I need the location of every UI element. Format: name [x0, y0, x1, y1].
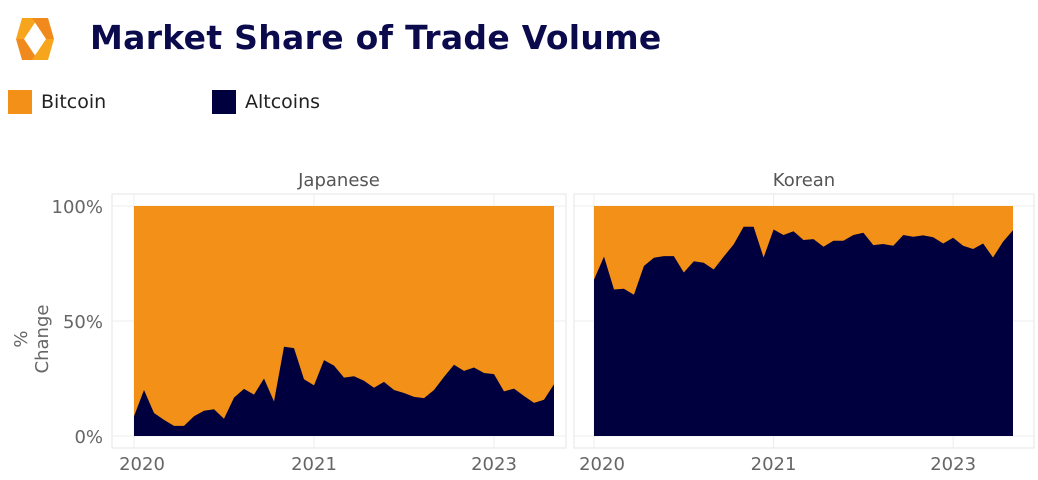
- altcoins-area-korean: [594, 226, 1013, 436]
- page-title: Market Share of Trade Volume: [90, 18, 662, 57]
- legend-swatch-bitcoin: [8, 90, 32, 114]
- x-tick-label: 2021: [751, 454, 797, 475]
- x-tick-label: 2023: [930, 454, 976, 475]
- x-tick-label: 2023: [471, 454, 517, 475]
- legend-swatch-altcoins: [212, 90, 236, 114]
- legend-label: Bitcoin: [41, 91, 107, 113]
- y-tick-label: 50%: [63, 312, 103, 333]
- altcoins-area-japanese: [134, 346, 554, 436]
- panel-title: Japanese: [297, 170, 380, 191]
- x-tick-label: 2020: [579, 454, 625, 475]
- legend-label: Altcoins: [245, 91, 321, 113]
- x-tick-label: 2021: [291, 454, 337, 475]
- y-tick-label: 0%: [74, 427, 103, 448]
- x-tick-label: 2020: [119, 454, 165, 475]
- legend-item-bitcoin[interactable]: Bitcoin: [8, 90, 106, 114]
- y-tick-label: 100%: [52, 197, 103, 218]
- legend-item-altcoins[interactable]: Altcoins: [212, 90, 320, 114]
- panel-title: Korean: [773, 170, 835, 191]
- exchange-logo-icon: [16, 18, 54, 60]
